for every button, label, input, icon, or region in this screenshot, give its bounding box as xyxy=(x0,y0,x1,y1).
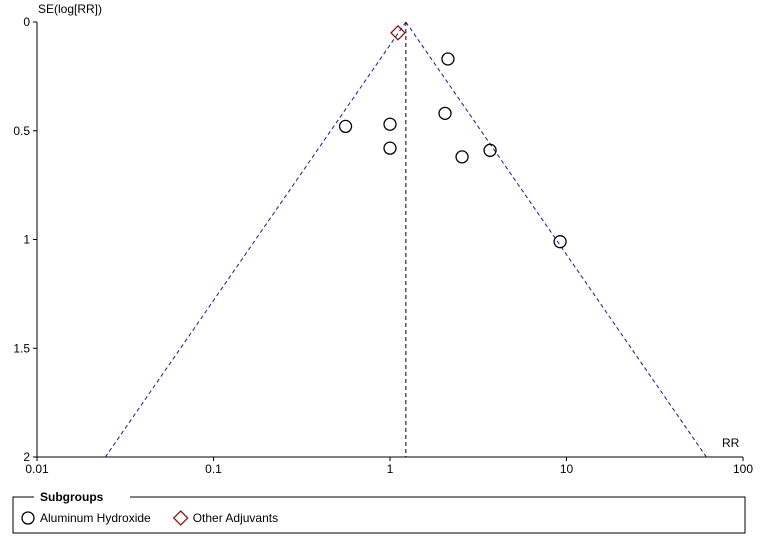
point xyxy=(553,235,567,249)
y-axis-label: SE(log[RR]) xyxy=(38,2,102,16)
point xyxy=(383,117,397,131)
point xyxy=(390,24,406,41)
x-tick-label: 10 xyxy=(560,462,574,476)
legend-title-bg xyxy=(34,489,130,503)
x-tick-label: 0.01 xyxy=(25,462,49,476)
legend-label: Aluminum Hydroxide xyxy=(40,511,151,525)
x-tick-label: 100 xyxy=(733,462,753,476)
point xyxy=(383,141,397,155)
y-tick-label: 0.5 xyxy=(13,124,30,138)
x-tick-label: 0.1 xyxy=(205,462,222,476)
y-tick-label: 2 xyxy=(23,450,30,464)
y-tick-label: 0 xyxy=(23,15,30,29)
x-tick-label: 1 xyxy=(387,462,394,476)
point xyxy=(438,106,452,120)
funnel-limit xyxy=(104,21,407,458)
funnel-limit xyxy=(405,21,707,458)
legend-box xyxy=(12,496,746,534)
point xyxy=(455,150,469,164)
legend-label: Other Adjuvants xyxy=(193,511,278,525)
y-tick-label: 1.5 xyxy=(13,341,30,355)
point xyxy=(441,52,455,66)
point xyxy=(483,143,497,157)
legend-marker xyxy=(21,511,35,525)
x-axis-label: RR xyxy=(722,436,740,450)
legend-title: Subgroups xyxy=(40,490,104,504)
point xyxy=(338,119,353,134)
y-tick-label: 1 xyxy=(23,233,30,247)
legend-marker xyxy=(172,510,189,526)
